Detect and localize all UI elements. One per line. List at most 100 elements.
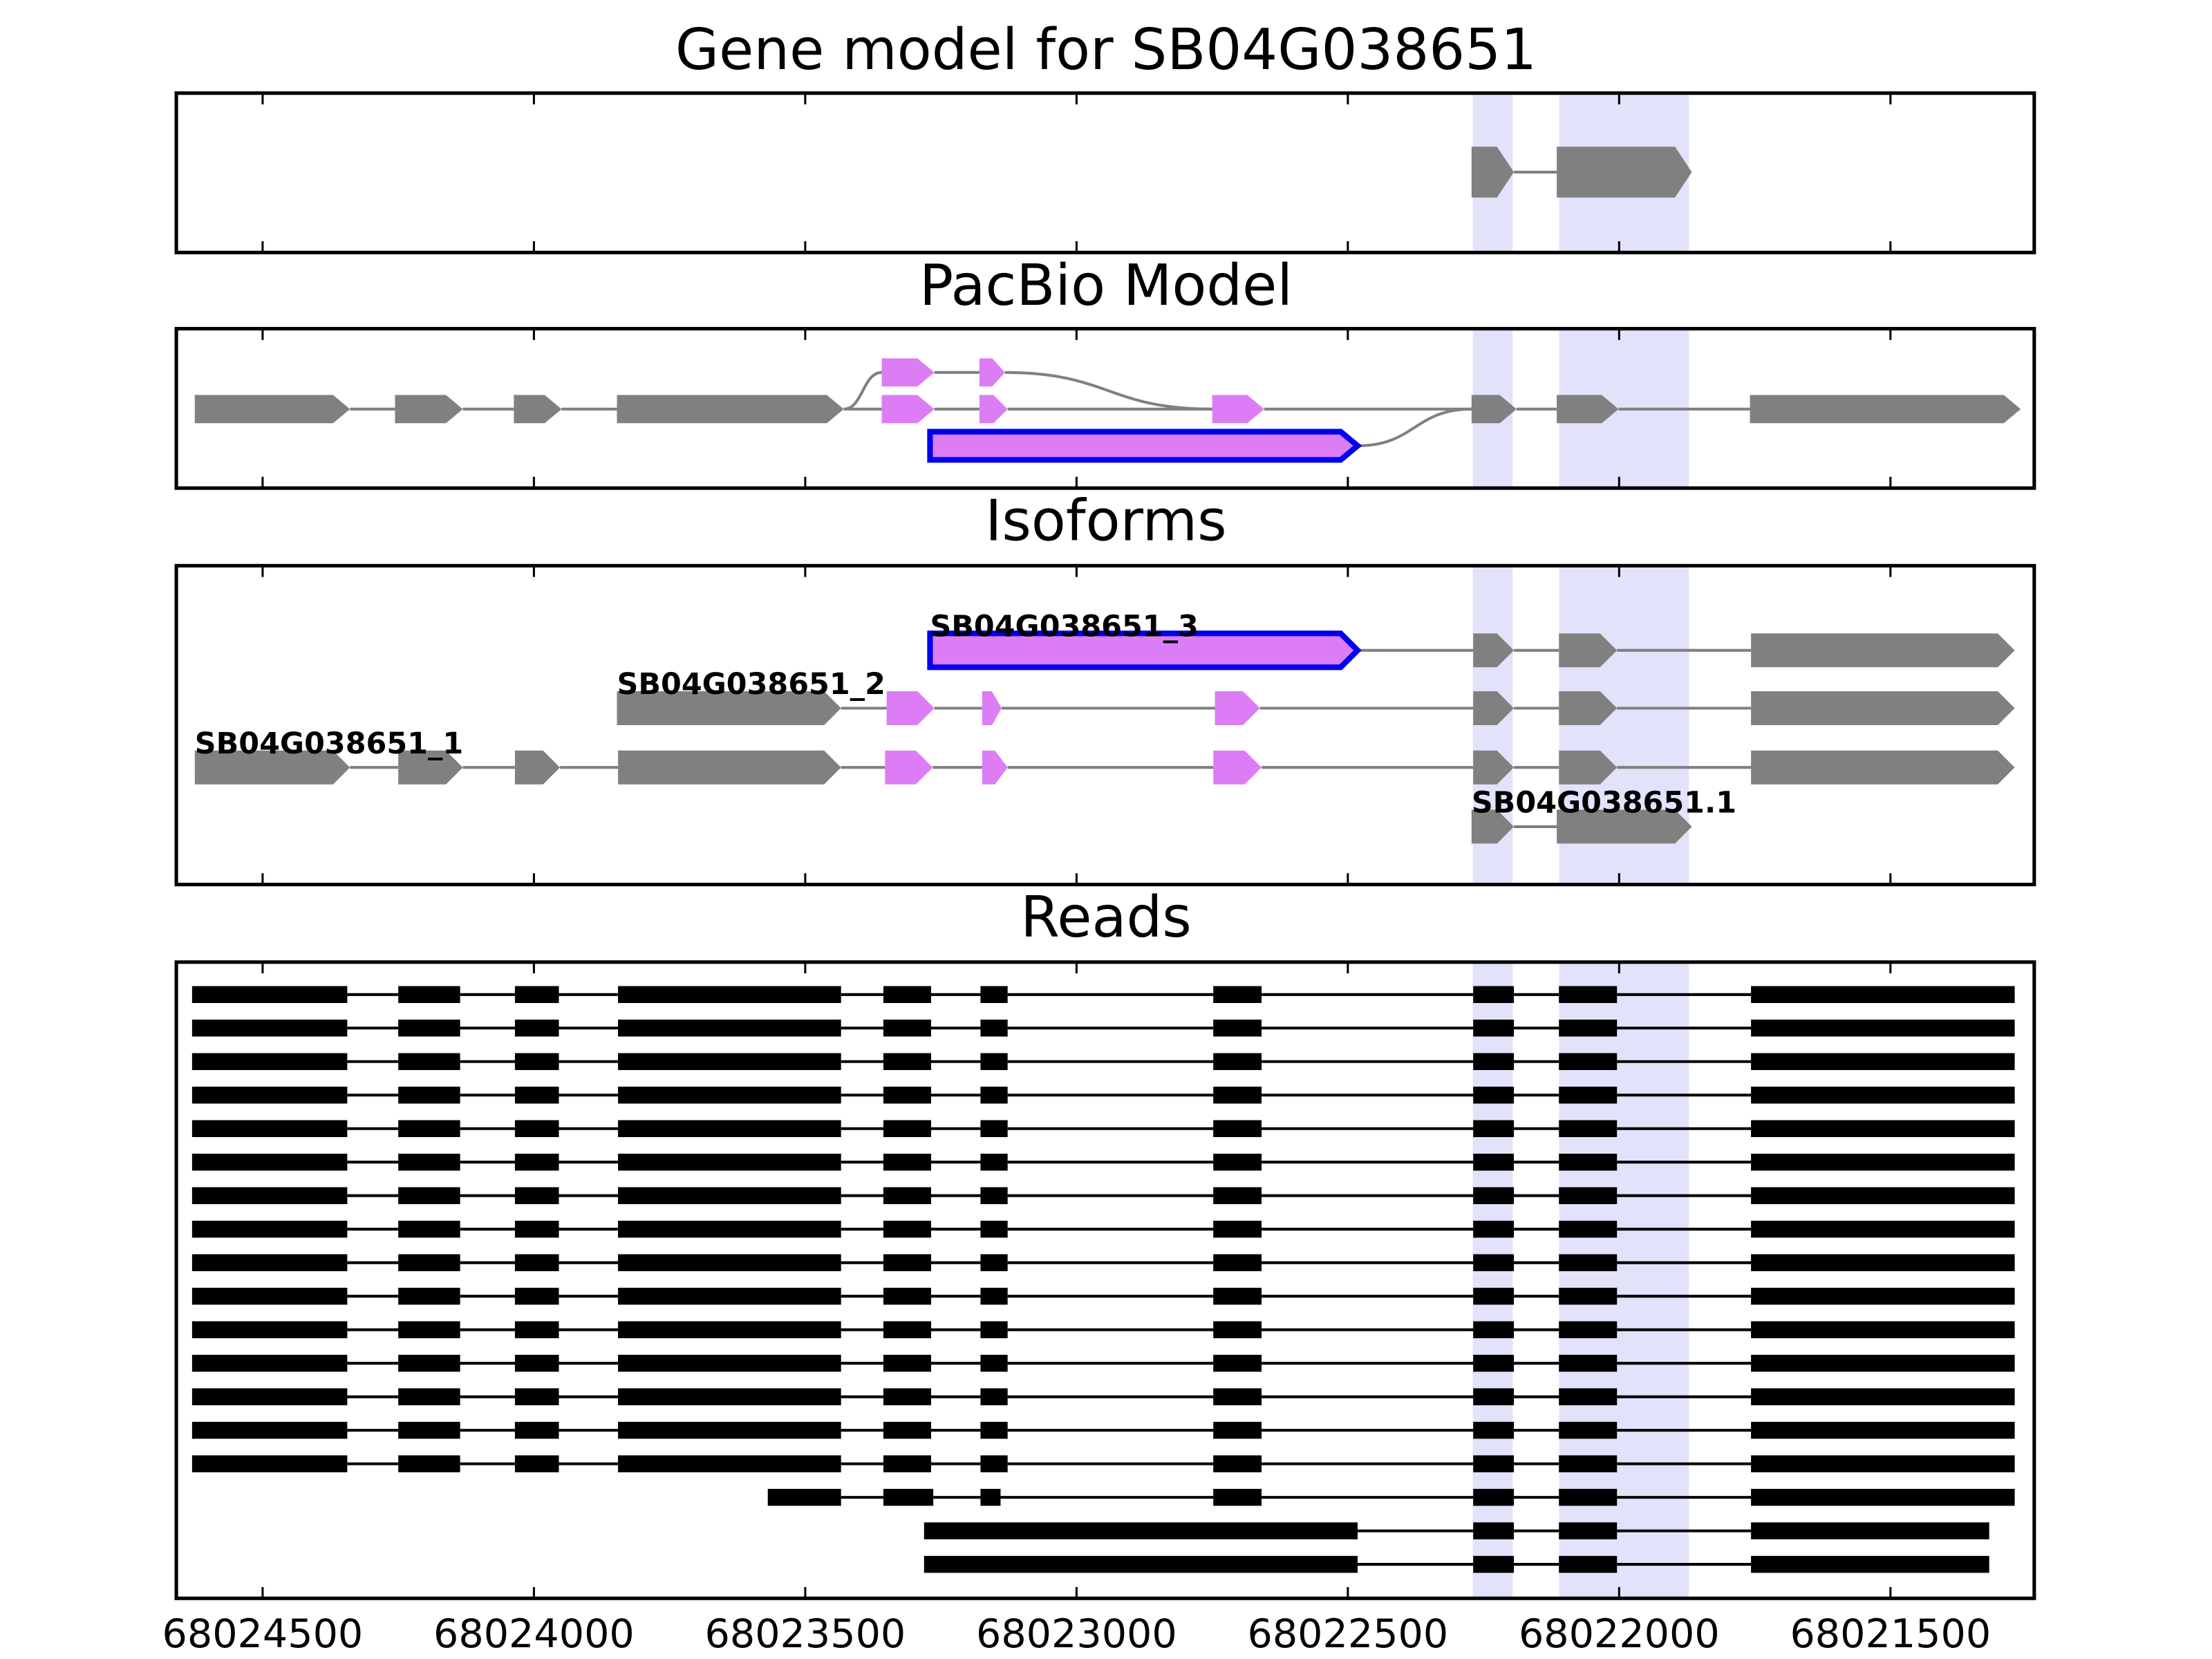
panel-frame xyxy=(174,91,2036,254)
read-exon xyxy=(1213,1321,1262,1338)
read-exon xyxy=(1473,1153,1515,1171)
exon xyxy=(617,691,841,725)
read-exon xyxy=(398,1020,460,1037)
read-exon xyxy=(398,1287,460,1305)
read-exon xyxy=(618,1187,841,1204)
panel-title: Gene model for SB04G038651 xyxy=(675,17,1537,83)
read-exon xyxy=(618,986,841,1004)
isoform-label: SB04G038651.1 xyxy=(1472,786,1736,821)
read-exon xyxy=(1473,1354,1515,1372)
exon xyxy=(398,750,463,785)
exon xyxy=(927,429,1362,463)
read-exon xyxy=(191,1153,348,1171)
read-exon xyxy=(980,1321,1008,1338)
read-exon xyxy=(1213,1421,1262,1439)
read-exon xyxy=(1751,986,2015,1004)
read-exon xyxy=(1473,1053,1515,1070)
read-exon xyxy=(1559,1321,1618,1338)
read-exon xyxy=(191,1187,348,1204)
read-exon xyxy=(1559,1421,1618,1439)
read-exon xyxy=(191,1220,348,1238)
read-exon xyxy=(980,1153,1008,1171)
read-exon xyxy=(883,1120,932,1137)
read-exon xyxy=(1213,1153,1262,1171)
read-exon xyxy=(980,1053,1008,1070)
read-exon xyxy=(191,1087,348,1104)
read-exon xyxy=(980,1087,1008,1104)
read-exon xyxy=(1559,1020,1618,1037)
read-exon xyxy=(1213,1287,1262,1305)
read-exon xyxy=(1751,1321,2015,1338)
x-tick-label: 68022500 xyxy=(1247,1611,1448,1657)
read-exon xyxy=(514,1421,559,1439)
exon xyxy=(979,395,1008,424)
read-exon xyxy=(1473,1555,1515,1573)
exon xyxy=(1559,750,1618,785)
read-exon xyxy=(191,1254,348,1271)
read-exon xyxy=(1473,1522,1515,1539)
read-exon xyxy=(1751,1522,1989,1539)
read-exon xyxy=(191,1020,348,1037)
read-exon xyxy=(980,1488,1001,1506)
read-exon xyxy=(1213,986,1262,1004)
x-tick-label: 68024000 xyxy=(433,1611,635,1657)
read-exon xyxy=(398,1321,460,1338)
exon xyxy=(1471,809,1515,844)
read-exon xyxy=(1473,1187,1515,1204)
read-exon xyxy=(1213,1388,1262,1405)
read-exon xyxy=(1473,1455,1515,1472)
read-exon xyxy=(980,1187,1008,1204)
exon xyxy=(885,750,933,785)
read-exon xyxy=(980,1220,1008,1238)
read-exon xyxy=(514,1321,559,1338)
read-exon xyxy=(618,1421,841,1439)
read-exon xyxy=(618,1388,841,1405)
panel-frame xyxy=(174,960,2036,1600)
panel-title: PacBio Model xyxy=(919,253,1293,319)
read-exon xyxy=(883,1455,932,1472)
read-exon xyxy=(980,1421,1008,1439)
read-exon xyxy=(618,1020,841,1037)
read-exon xyxy=(980,986,1008,1004)
read-exon xyxy=(1473,1220,1515,1238)
read-exon xyxy=(1751,1020,2015,1037)
read-exon xyxy=(883,1187,932,1204)
read-exon xyxy=(398,1220,460,1238)
read-exon xyxy=(1559,1522,1618,1539)
read-exon xyxy=(883,1321,932,1338)
read-exon xyxy=(1213,1053,1262,1070)
read-exon xyxy=(1473,1087,1515,1104)
read-exon xyxy=(883,1354,932,1372)
exon xyxy=(1473,750,1515,785)
exon xyxy=(1557,395,1619,424)
read-exon xyxy=(1751,1187,2015,1204)
read-exon xyxy=(191,1455,348,1472)
read-exon xyxy=(1473,1254,1515,1271)
read-exon xyxy=(1213,1488,1262,1506)
read-exon xyxy=(1473,1287,1515,1305)
read-exon xyxy=(980,1287,1008,1305)
panel-frame xyxy=(174,563,2036,887)
read-exon xyxy=(514,1020,559,1037)
exon xyxy=(395,395,463,424)
read-exon xyxy=(398,1153,460,1171)
read-exon xyxy=(618,1287,841,1305)
read-exon xyxy=(1473,1421,1515,1439)
read-exon xyxy=(924,1555,1358,1573)
read-exon xyxy=(980,1455,1008,1472)
read-exon xyxy=(1559,1053,1618,1070)
read-exon xyxy=(1559,1388,1618,1405)
read-exon xyxy=(1473,1020,1515,1037)
read-exon xyxy=(398,1455,460,1472)
exon xyxy=(1213,750,1262,785)
isoform-label: SB04G038651_1 xyxy=(195,727,463,761)
read-exon xyxy=(883,1287,932,1305)
read-exon xyxy=(398,1421,460,1439)
read-exon xyxy=(618,1087,841,1104)
panel-title: Reads xyxy=(1020,885,1192,950)
read-exon xyxy=(1751,1153,2015,1171)
read-exon xyxy=(1473,1321,1515,1338)
read-exon xyxy=(1559,1455,1618,1472)
read-exon xyxy=(1559,1555,1618,1573)
read-exon xyxy=(1751,1087,2015,1104)
